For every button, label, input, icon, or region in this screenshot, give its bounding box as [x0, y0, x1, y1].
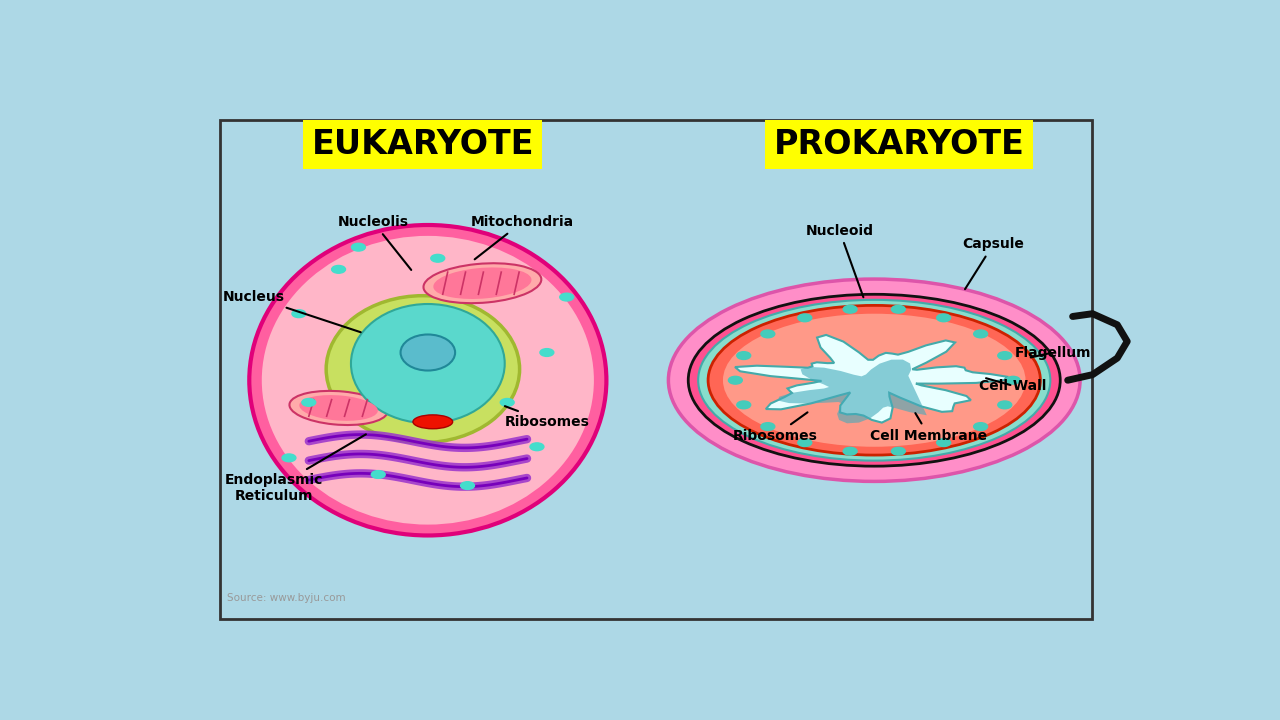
- Polygon shape: [778, 359, 927, 423]
- Text: Endoplasmic
Reticulum: Endoplasmic Reticulum: [225, 434, 366, 503]
- Text: Ribosomes: Ribosomes: [504, 406, 589, 429]
- Text: Cell Wall: Cell Wall: [979, 378, 1047, 393]
- Text: PROKARYOTE: PROKARYOTE: [773, 128, 1024, 161]
- Text: Ribosomes: Ribosomes: [732, 413, 818, 443]
- Ellipse shape: [424, 264, 541, 303]
- Ellipse shape: [351, 304, 504, 423]
- Circle shape: [998, 351, 1011, 359]
- Text: Mitochondria: Mitochondria: [471, 215, 573, 259]
- Circle shape: [1006, 377, 1020, 384]
- Circle shape: [797, 314, 812, 322]
- Circle shape: [352, 243, 365, 251]
- Text: Nucleus: Nucleus: [223, 290, 361, 332]
- Circle shape: [844, 305, 858, 313]
- Circle shape: [760, 330, 774, 338]
- Ellipse shape: [668, 279, 1080, 482]
- Text: Source: www.byju.com: Source: www.byju.com: [228, 593, 346, 603]
- FancyBboxPatch shape: [220, 120, 1093, 618]
- Circle shape: [737, 351, 750, 359]
- Ellipse shape: [250, 225, 607, 536]
- Text: Capsule: Capsule: [963, 238, 1024, 289]
- Ellipse shape: [723, 314, 1025, 446]
- Circle shape: [998, 401, 1011, 409]
- Text: EUKARYOTE: EUKARYOTE: [311, 128, 534, 161]
- Text: Nucleoid: Nucleoid: [805, 223, 873, 297]
- Ellipse shape: [262, 236, 594, 525]
- Ellipse shape: [289, 391, 388, 425]
- Circle shape: [332, 266, 346, 273]
- Circle shape: [937, 438, 951, 446]
- Circle shape: [302, 399, 316, 406]
- Ellipse shape: [401, 335, 456, 371]
- Circle shape: [797, 438, 812, 446]
- Circle shape: [760, 423, 774, 431]
- Circle shape: [431, 254, 444, 262]
- Ellipse shape: [698, 300, 1051, 461]
- Circle shape: [540, 348, 554, 356]
- Ellipse shape: [708, 305, 1041, 455]
- Circle shape: [500, 399, 515, 406]
- Circle shape: [559, 293, 573, 301]
- Circle shape: [737, 401, 750, 409]
- Text: Nucleolis: Nucleolis: [338, 215, 411, 270]
- Circle shape: [974, 423, 988, 431]
- Ellipse shape: [434, 267, 531, 299]
- Circle shape: [282, 454, 296, 462]
- Circle shape: [937, 314, 951, 322]
- Ellipse shape: [689, 294, 1060, 466]
- Circle shape: [371, 471, 385, 478]
- Circle shape: [974, 330, 988, 338]
- Circle shape: [891, 305, 905, 313]
- Circle shape: [292, 310, 306, 318]
- Circle shape: [728, 377, 742, 384]
- Text: Flagellum: Flagellum: [1015, 346, 1091, 359]
- Text: Cell Membrane: Cell Membrane: [870, 413, 987, 443]
- Ellipse shape: [413, 415, 453, 428]
- Circle shape: [461, 482, 475, 490]
- Ellipse shape: [300, 395, 378, 420]
- Circle shape: [891, 447, 905, 455]
- Circle shape: [844, 447, 858, 455]
- Ellipse shape: [326, 296, 520, 443]
- Circle shape: [530, 443, 544, 451]
- Polygon shape: [735, 335, 1007, 423]
